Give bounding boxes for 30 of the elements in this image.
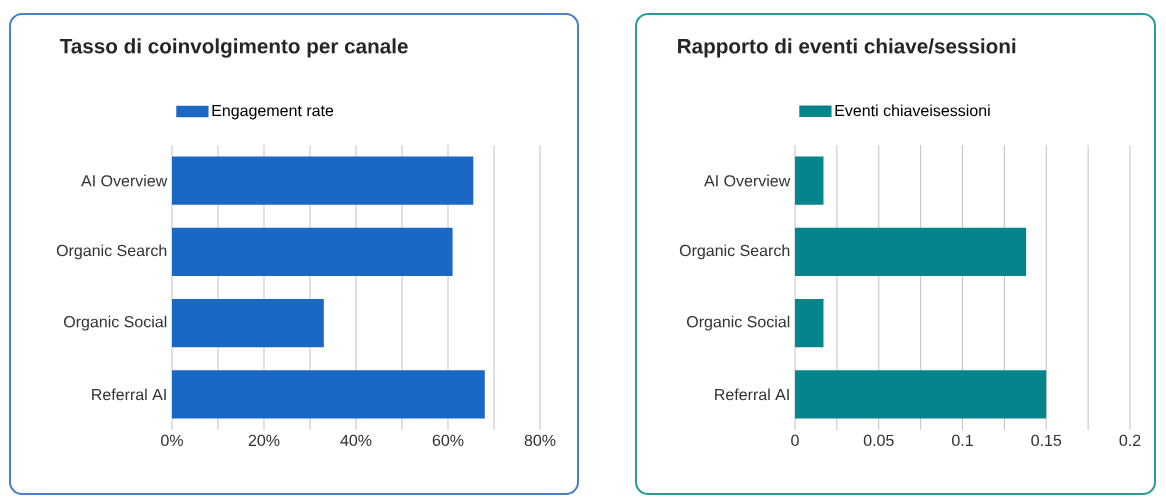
x-tick-label: 0.1 [952, 434, 973, 447]
chart-title: Tasso di coinvolgimento per canale [59, 38, 408, 58]
bar [795, 298, 824, 348]
y-tick-label: Referral AI [715, 388, 789, 401]
y-tick-label: Organic Social [64, 315, 167, 331]
y-tick-label: AI Overview [704, 174, 791, 187]
x-tick-label: 40% [340, 434, 372, 447]
x-tick-label: 60% [432, 434, 464, 447]
chart-title: Rapporto di eventi chiave/sessioni [678, 38, 1016, 58]
y-tick-label: Organic Social [687, 315, 790, 331]
x-tick-label: 0 [791, 434, 799, 447]
y-tick-label: Organic Search [679, 244, 790, 260]
bar [795, 370, 1047, 419]
x-tick-label: 0.15 [1031, 434, 1062, 447]
bar [172, 227, 453, 277]
x-tick-label: 0% [161, 434, 183, 447]
legend-label: Eventi chiaveisessioni [835, 104, 990, 117]
bar [172, 370, 485, 419]
y-tick-label: Referral AI [92, 388, 166, 401]
bar [172, 298, 324, 348]
bar [795, 156, 824, 205]
x-tick-label: 80% [524, 434, 556, 447]
x-tick-label: 0.2 [1119, 434, 1141, 447]
bar [172, 156, 474, 205]
y-tick-label: Organic Search [56, 244, 167, 260]
x-tick-label: 0.05 [863, 434, 894, 447]
x-tick-label: 20% [248, 434, 280, 447]
legend-label: Engagement rate [212, 105, 334, 120]
bar [795, 227, 1027, 277]
y-tick-label: AI Overview [81, 174, 168, 187]
